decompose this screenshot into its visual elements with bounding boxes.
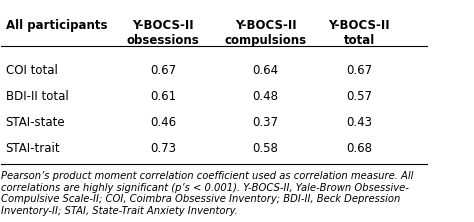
Text: STAI-state: STAI-state	[6, 116, 65, 129]
Text: All participants: All participants	[6, 20, 107, 32]
Text: Y-BOCS-II
obsessions: Y-BOCS-II obsessions	[127, 20, 200, 48]
Text: 0.67: 0.67	[346, 64, 373, 77]
Text: 0.57: 0.57	[346, 90, 373, 103]
Text: STAI-trait: STAI-trait	[6, 142, 60, 155]
Text: 0.73: 0.73	[150, 142, 176, 155]
Text: 0.68: 0.68	[346, 142, 373, 155]
Text: 0.61: 0.61	[150, 90, 176, 103]
Text: Y-BOCS-II
compulsions: Y-BOCS-II compulsions	[225, 20, 307, 48]
Text: COI total: COI total	[6, 64, 57, 77]
Text: 0.37: 0.37	[253, 116, 279, 129]
Text: 0.48: 0.48	[253, 90, 279, 103]
Text: 0.64: 0.64	[253, 64, 279, 77]
Text: Y-BOCS-II
total: Y-BOCS-II total	[328, 20, 390, 48]
Text: Pearson’s product moment correlation coefficient used as correlation measure. Al: Pearson’s product moment correlation coe…	[1, 171, 414, 216]
Text: 0.46: 0.46	[150, 116, 176, 129]
Text: 0.67: 0.67	[150, 64, 176, 77]
Text: BDI-II total: BDI-II total	[6, 90, 68, 103]
Text: 0.43: 0.43	[346, 116, 373, 129]
Text: 0.58: 0.58	[253, 142, 279, 155]
